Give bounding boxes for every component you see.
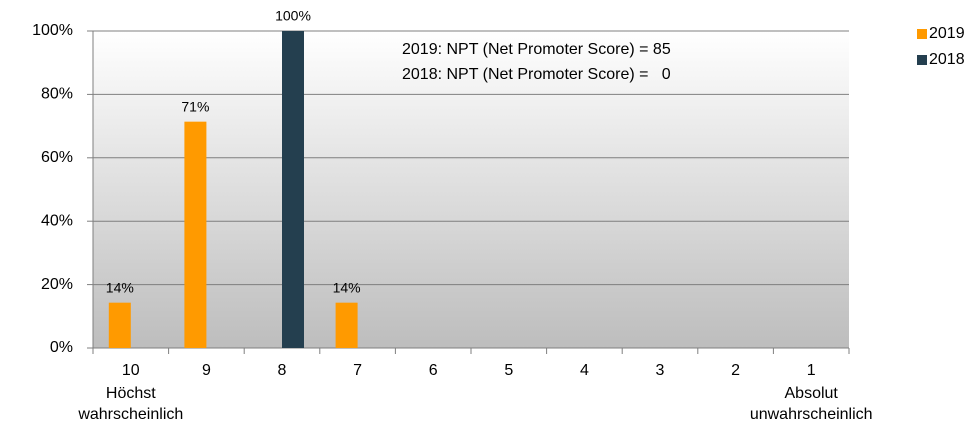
x-tick-label: 6 [429, 362, 438, 379]
data-label: 71% [181, 98, 209, 114]
x-tick-label: 7 [353, 362, 362, 379]
bar [108, 302, 131, 348]
legend-swatch [917, 55, 927, 65]
axis-annotation: unwahrscheinlich [750, 406, 873, 423]
bar [282, 31, 304, 348]
legend-swatch [917, 29, 927, 39]
x-tick-label: 9 [202, 362, 211, 379]
data-label: 100% [275, 8, 311, 24]
note: 2019: NPT (Net Promoter Score) = 85 [402, 41, 671, 58]
x-tick-label: 8 [278, 362, 287, 379]
y-tick-label: 100% [32, 22, 73, 39]
y-tick-label: 60% [41, 149, 73, 166]
x-tick-label: 1 [807, 362, 816, 379]
x-tick-label: 3 [656, 362, 665, 379]
legend-label: 2018 [929, 51, 964, 68]
y-tick-label: 20% [41, 276, 73, 293]
x-tick-label: 2 [731, 362, 740, 379]
data-label: 14% [106, 279, 134, 295]
legend-label: 2019 [929, 25, 964, 42]
bar [184, 121, 207, 348]
y-tick-label: 40% [41, 212, 73, 229]
note: 2018: NPT (Net Promoter Score) = 0 [402, 66, 671, 83]
axis-annotation: Höchst [106, 385, 156, 402]
y-tick-label: 0% [50, 339, 73, 356]
x-tick-label: 5 [504, 362, 513, 379]
x-tick-label: 10 [122, 362, 140, 379]
axis-annotation: wahrscheinlich [77, 406, 183, 423]
y-tick-label: 80% [41, 86, 73, 103]
axis-annotation: Absolut [785, 385, 839, 402]
data-label: 14% [333, 279, 361, 295]
plot-area [93, 31, 849, 348]
bar [335, 302, 358, 348]
x-tick-label: 4 [580, 362, 589, 379]
